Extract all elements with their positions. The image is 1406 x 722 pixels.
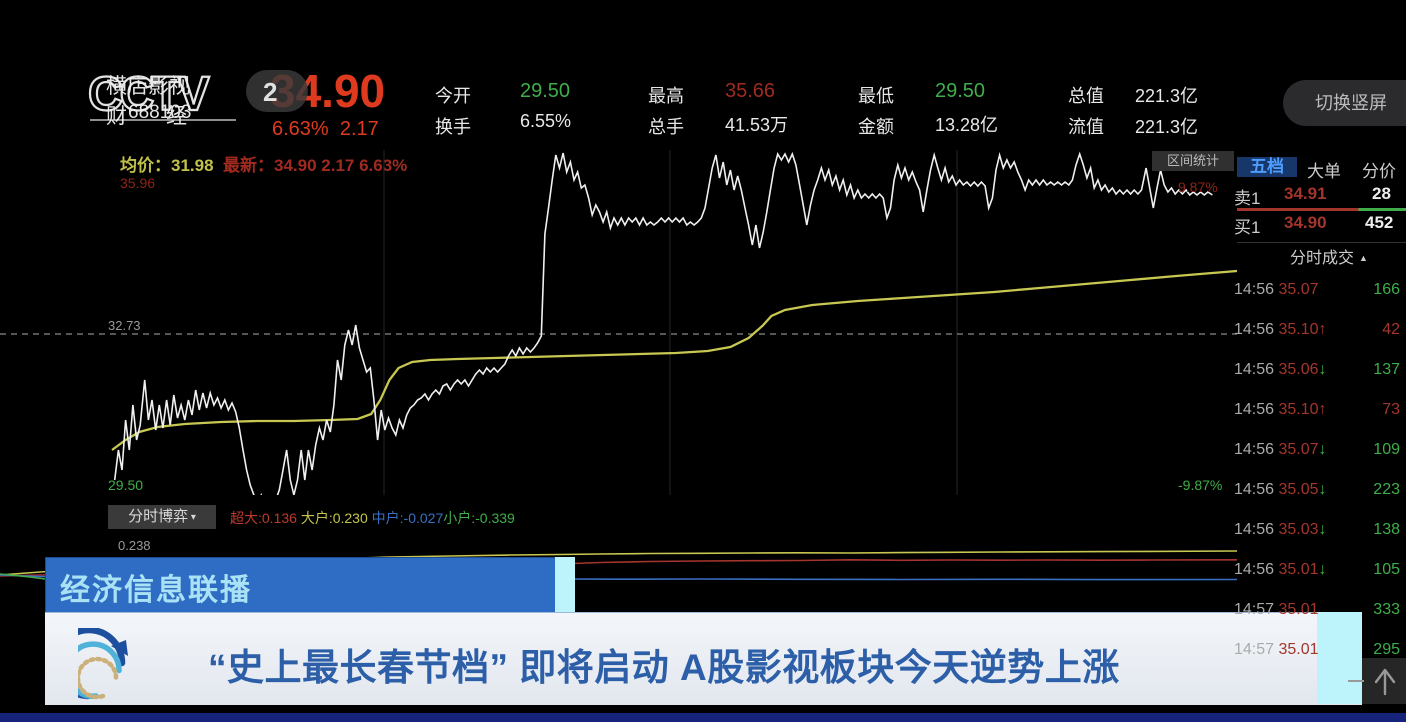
- svg-text:29.50: 29.50: [108, 477, 143, 493]
- svg-text:9.87%: 9.87%: [1178, 179, 1218, 195]
- svg-text:-9.87%: -9.87%: [1178, 477, 1222, 493]
- svg-text:2: 2: [263, 77, 277, 107]
- svg-text:32.73: 32.73: [108, 318, 141, 333]
- svg-text:CCTV: CCTV: [88, 68, 210, 121]
